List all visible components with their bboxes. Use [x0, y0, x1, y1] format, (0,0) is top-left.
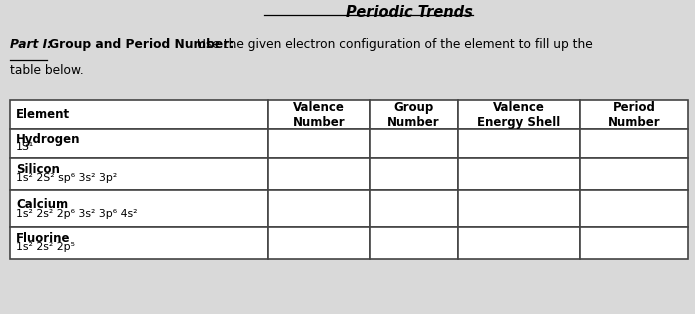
Text: 1s² 2s² 2p⁵: 1s² 2s² 2p⁵ [16, 242, 75, 252]
Text: Valence
Number: Valence Number [293, 101, 345, 129]
Text: Hydrogen: Hydrogen [16, 133, 81, 146]
Text: table below.: table below. [10, 64, 84, 77]
Text: 1s² 2S² sp⁶ 3s² 3p²: 1s² 2S² sp⁶ 3s² 3p² [16, 173, 117, 183]
Text: 1S¹: 1S¹ [16, 142, 34, 152]
Text: Group and Period Number:: Group and Period Number: [49, 38, 234, 51]
Text: Group
Number: Group Number [387, 101, 440, 129]
Text: Periodic Trends: Periodic Trends [345, 5, 473, 20]
Text: Element: Element [16, 108, 70, 121]
Text: Period
Number: Period Number [607, 101, 660, 129]
Text: Use the given electron configuration of the element to fill up the: Use the given electron configuration of … [193, 38, 593, 51]
Text: Fluorine: Fluorine [16, 232, 70, 245]
Text: 1s² 2s² 2p⁶ 3s² 3p⁶ 4s²: 1s² 2s² 2p⁶ 3s² 3p⁶ 4s² [16, 208, 138, 219]
Text: Part I:: Part I: [10, 38, 52, 51]
Text: Calcium: Calcium [16, 198, 68, 210]
Text: Valence
Energy Shell: Valence Energy Shell [477, 101, 560, 129]
Text: Silicon: Silicon [16, 163, 60, 176]
